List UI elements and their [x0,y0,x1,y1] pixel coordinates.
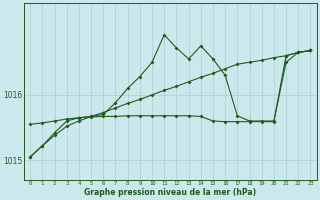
X-axis label: Graphe pression niveau de la mer (hPa): Graphe pression niveau de la mer (hPa) [84,188,256,197]
